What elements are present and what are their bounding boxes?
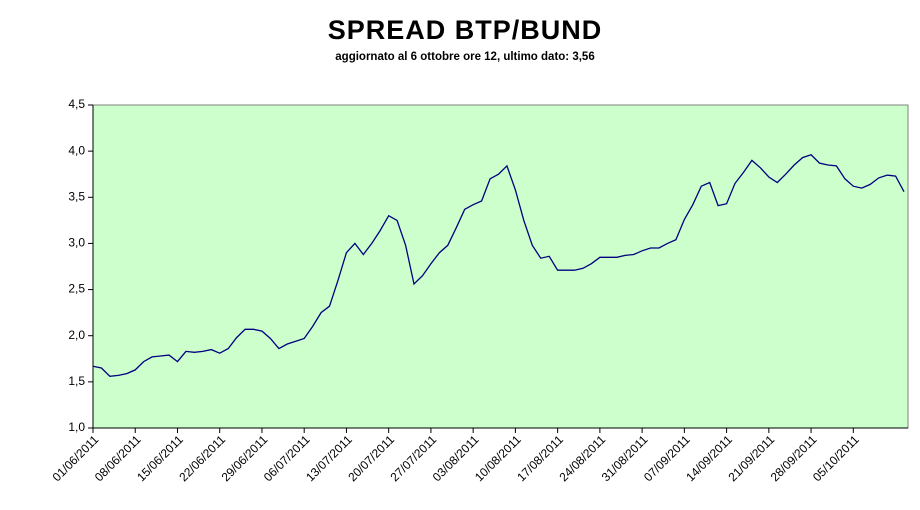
y-tick-label: 1,5 — [68, 374, 85, 388]
chart-title: SPREAD BTP/BUND — [328, 15, 603, 45]
y-tick-label: 3,5 — [68, 189, 85, 203]
y-tick-label: 2,5 — [68, 282, 85, 296]
y-tick-label: 4,5 — [68, 97, 85, 111]
x-tick-label: 05/10/2011 — [810, 432, 862, 484]
data-line — [92, 154, 905, 377]
y-tick-label: 3,0 — [68, 236, 85, 250]
y-tick-label: 4,0 — [68, 143, 85, 157]
y-tick-label: 2,0 — [68, 328, 85, 342]
y-tick-label: 1,0 — [68, 420, 85, 434]
plot-area — [92, 104, 909, 429]
chart-subtitle: aggiornato al 6 ottobre ore 12, ultimo d… — [335, 51, 594, 63]
